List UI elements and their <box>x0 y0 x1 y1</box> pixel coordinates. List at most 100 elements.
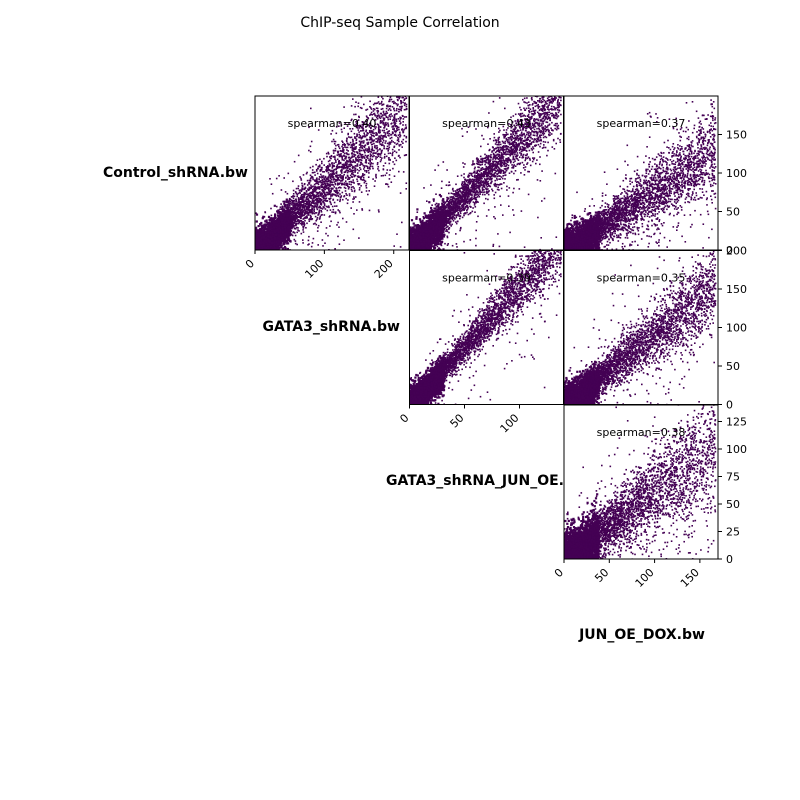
data-point <box>318 195 320 198</box>
data-point <box>296 222 298 225</box>
data-point <box>342 183 344 186</box>
data-point <box>402 118 405 120</box>
data-point <box>372 134 375 137</box>
data-point <box>352 150 355 153</box>
data-point <box>351 128 354 130</box>
data-point <box>396 86 398 88</box>
data-point <box>394 157 396 159</box>
data-point <box>305 172 308 175</box>
data-point <box>305 215 308 218</box>
data-point <box>350 105 353 107</box>
data-point <box>282 238 285 241</box>
data-point <box>356 163 359 166</box>
data-point <box>368 146 370 148</box>
data-point <box>294 215 297 218</box>
data-point <box>337 187 340 189</box>
data-point <box>350 164 353 167</box>
data-point <box>393 122 395 124</box>
data-point <box>291 208 294 211</box>
data-point <box>347 144 350 146</box>
data-point <box>404 85 406 87</box>
data-point <box>331 181 334 184</box>
data-point <box>383 113 385 115</box>
data-point <box>385 91 387 93</box>
data-point <box>295 201 297 203</box>
data-point <box>345 152 348 155</box>
data-point <box>375 126 377 128</box>
data-point <box>343 144 346 146</box>
data-point <box>376 145 378 147</box>
data-point <box>399 131 401 134</box>
data-point <box>339 211 341 214</box>
data-point <box>293 160 296 163</box>
data-point <box>378 103 381 105</box>
data-point <box>309 201 311 203</box>
data-point <box>375 107 378 109</box>
data-point <box>328 183 331 186</box>
data-point <box>386 77 388 79</box>
data-point <box>405 84 407 86</box>
data-point <box>399 134 402 137</box>
data-point <box>335 132 338 135</box>
data-point <box>369 122 371 125</box>
data-point <box>370 141 373 143</box>
data-point <box>323 186 325 189</box>
data-point <box>364 180 367 183</box>
data-point <box>361 123 364 126</box>
data-point <box>370 131 373 133</box>
data-point <box>311 211 313 214</box>
data-point <box>403 134 406 137</box>
data-point <box>400 117 402 119</box>
data-point <box>297 227 299 229</box>
data-point <box>303 209 306 211</box>
data-point <box>317 167 319 170</box>
data-point <box>323 177 325 179</box>
data-point <box>401 221 403 224</box>
data-point <box>319 200 322 203</box>
data-point <box>335 171 338 173</box>
data-point <box>288 199 291 202</box>
data-point <box>297 210 299 213</box>
data-point <box>282 200 284 203</box>
data-point <box>312 165 314 168</box>
data-point <box>339 173 342 176</box>
data-point <box>361 208 363 210</box>
data-point <box>395 113 397 115</box>
data-point <box>357 160 360 162</box>
data-point <box>291 226 294 229</box>
data-point <box>295 203 297 206</box>
data-point <box>360 146 362 148</box>
data-point <box>290 219 292 221</box>
data-point <box>374 86 376 88</box>
data-point <box>341 163 344 166</box>
data-point <box>391 101 394 103</box>
data-point <box>378 127 380 130</box>
data-point <box>331 166 334 168</box>
data-point <box>300 195 302 197</box>
data-point <box>291 234 294 237</box>
data-point <box>363 140 365 142</box>
data-point <box>296 226 298 229</box>
data-point <box>404 89 406 91</box>
data-point <box>350 136 353 139</box>
data-point <box>305 203 307 205</box>
data-point <box>399 74 401 76</box>
data-point <box>328 192 331 194</box>
data-point <box>389 137 392 140</box>
data-point <box>330 177 332 180</box>
data-point <box>264 211 266 213</box>
data-point <box>364 61 366 63</box>
data-point <box>320 199 322 202</box>
data-point <box>308 243 310 245</box>
data-point <box>365 171 368 173</box>
data-point <box>377 128 380 131</box>
data-point <box>297 204 300 206</box>
data-point <box>399 122 401 125</box>
data-point <box>325 169 327 172</box>
data-point <box>292 202 294 204</box>
data-point <box>317 187 320 189</box>
data-point <box>381 104 383 106</box>
data-point <box>393 117 395 119</box>
data-point <box>394 88 396 90</box>
data-point <box>336 189 338 192</box>
